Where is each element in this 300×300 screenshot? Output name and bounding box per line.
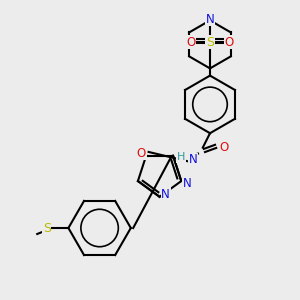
Text: O: O xyxy=(220,141,229,154)
Text: N: N xyxy=(206,13,214,26)
Text: O: O xyxy=(186,35,195,49)
Text: S: S xyxy=(43,221,51,235)
Text: N: N xyxy=(189,153,198,166)
Text: O: O xyxy=(225,35,234,49)
Text: N: N xyxy=(161,188,170,201)
Text: N: N xyxy=(183,177,192,190)
Text: S: S xyxy=(206,35,214,49)
Text: O: O xyxy=(137,147,146,160)
Text: H: H xyxy=(177,152,185,162)
